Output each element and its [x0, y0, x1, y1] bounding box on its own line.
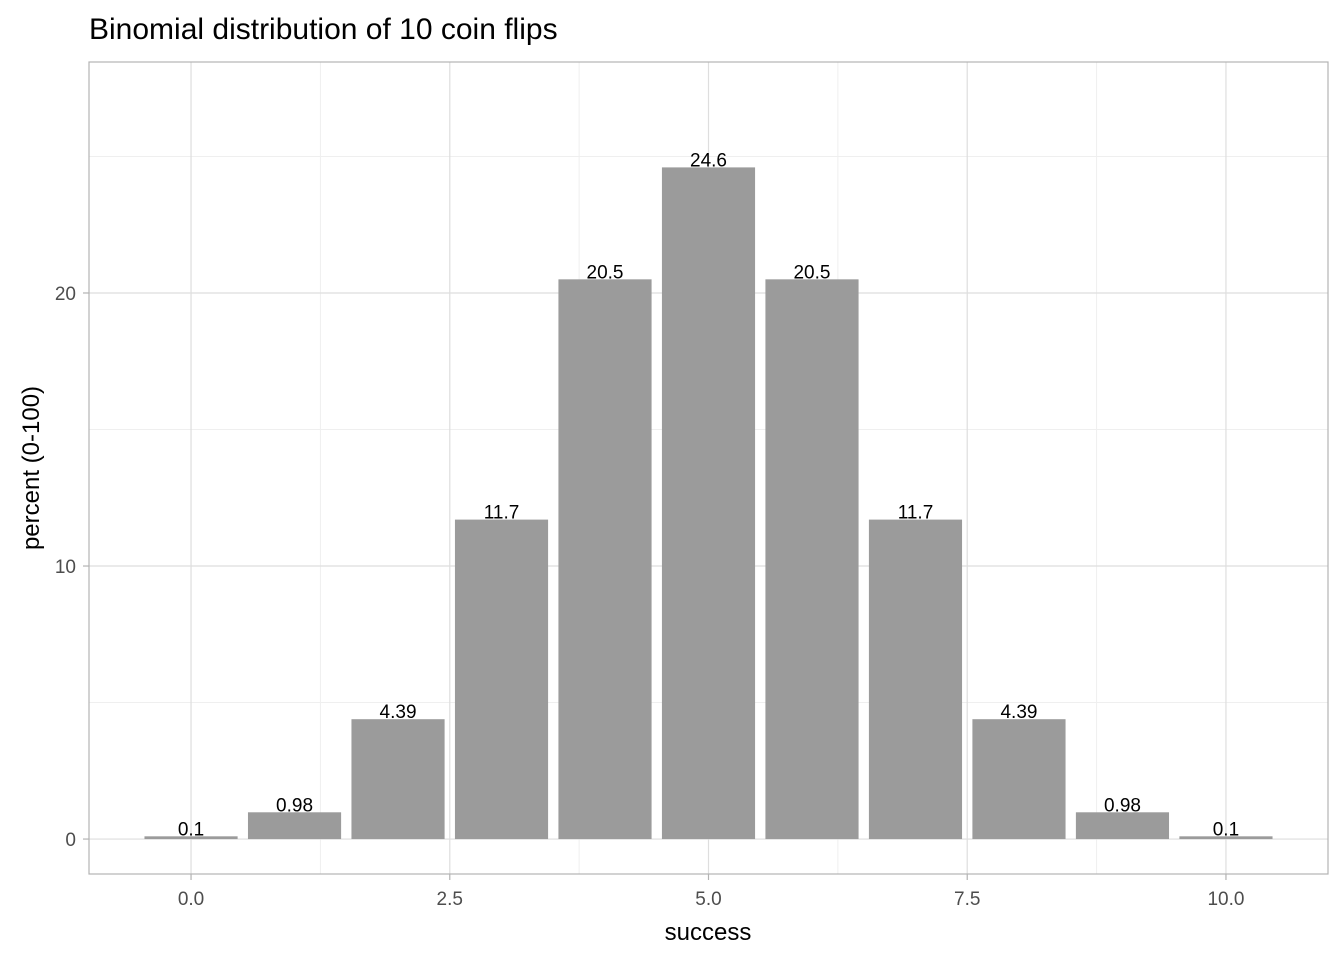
- bars: [144, 167, 1273, 840]
- bar: [1075, 812, 1170, 840]
- bar-value-label: 11.7: [898, 503, 934, 524]
- x-axis-label: success: [665, 919, 752, 946]
- bar: [144, 836, 238, 840]
- bar: [247, 812, 342, 840]
- bar: [454, 519, 549, 840]
- x-tick-label: 5.0: [695, 889, 721, 910]
- data-labels: 0.1 0.98 4.39 11.7 20.5 24.6 20.5 11.7 4.39 0.98 0…: [178, 150, 1239, 840]
- bar: [661, 167, 756, 840]
- bar: [972, 719, 1066, 840]
- bar: [765, 279, 859, 840]
- bar-value-label: 0.1: [1213, 819, 1239, 840]
- bar-value-label: 20.5: [587, 262, 624, 283]
- bar-value-label: 0.1: [178, 819, 204, 840]
- axes: 0.0 2.5 5.0 7.5 10.0 0 10 20: [55, 284, 1245, 910]
- chart-title: Binomial distribution of 10 coin flips: [89, 13, 558, 46]
- bar-value-label: 4.39: [1000, 702, 1037, 723]
- bar: [351, 719, 445, 840]
- y-tick-label: 10: [55, 557, 76, 578]
- bar-value-label: 11.7: [484, 503, 520, 524]
- x-tick-label: 0.0: [178, 889, 204, 910]
- bar: [1179, 836, 1273, 840]
- bar-value-label: 0.98: [276, 795, 313, 816]
- y-axis-label: percent (0-100): [18, 386, 45, 550]
- bar: [558, 279, 652, 840]
- y-tick-label: 20: [55, 284, 76, 305]
- bar: [868, 519, 963, 840]
- x-tick-label: 10.0: [1207, 889, 1244, 910]
- y-tick-label: 0: [65, 830, 76, 851]
- x-tick-label: 7.5: [954, 889, 980, 910]
- bar-value-label: 20.5: [793, 262, 830, 283]
- bar-value-label: 4.39: [380, 702, 417, 723]
- bar-value-label: 0.98: [1104, 795, 1141, 816]
- x-tick-label: 2.5: [437, 889, 463, 910]
- bar-value-label: 24.6: [690, 150, 727, 171]
